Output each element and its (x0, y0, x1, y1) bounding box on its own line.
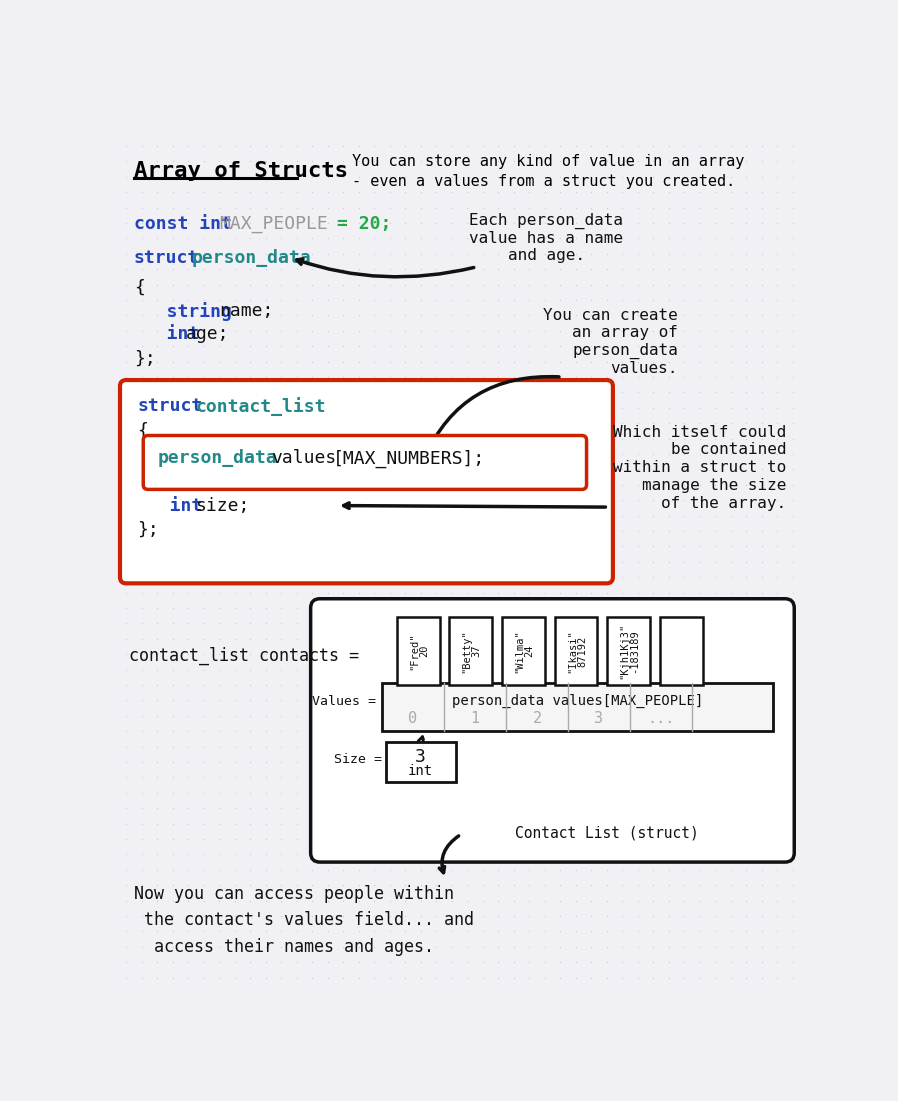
Text: 3: 3 (415, 748, 427, 766)
Text: "Fred": "Fred" (409, 632, 419, 669)
Text: Which itself could: Which itself could (613, 425, 787, 439)
Text: MAX_PEOPLE: MAX_PEOPLE (219, 216, 328, 233)
Text: age;: age; (186, 325, 229, 342)
Text: };: }; (134, 349, 155, 368)
Text: int: int (134, 325, 199, 342)
Bar (555, 618, 597, 685)
Text: Size =: Size = (334, 753, 382, 765)
Text: of the array.: of the array. (661, 495, 787, 511)
Text: values: values (271, 449, 337, 467)
Text: };: }; (137, 521, 159, 539)
Text: 37: 37 (471, 645, 481, 657)
Text: 0: 0 (409, 711, 418, 727)
Text: person_data: person_data (572, 344, 678, 359)
Text: contact_list contacts =: contact_list contacts = (129, 646, 359, 665)
Text: Now you can access people within: Now you can access people within (134, 885, 454, 903)
Text: int: int (137, 497, 202, 515)
Text: the contact's values field... and: the contact's values field... and (134, 912, 474, 929)
Text: - even a values from a struct you created.: - even a values from a struct you create… (353, 174, 735, 188)
Bar (386, 742, 455, 782)
Text: an array of: an array of (572, 326, 678, 340)
Text: and age.: and age. (507, 249, 585, 263)
Text: int: int (408, 763, 433, 777)
Bar (502, 618, 545, 685)
Text: "Wilma": "Wilma" (515, 630, 524, 673)
Text: 3: 3 (594, 711, 603, 727)
Text: Array of Structs: Array of Structs (134, 162, 348, 182)
Text: struct: struct (134, 249, 199, 268)
Text: Values =: Values = (312, 695, 375, 708)
Text: "Betty": "Betty" (462, 630, 471, 673)
Bar (660, 618, 703, 685)
Text: Contact List (struct): Contact List (struct) (515, 825, 699, 840)
Text: name;: name; (219, 302, 274, 319)
Text: "Kjh1Kj3": "Kjh1Kj3" (620, 623, 629, 679)
Text: 87192: 87192 (577, 635, 587, 667)
Text: "Ikasi": "Ikasi" (567, 630, 577, 673)
Text: ...: ... (647, 711, 674, 727)
Text: be contained: be contained (671, 443, 787, 457)
Bar (607, 618, 650, 685)
Text: 1: 1 (471, 711, 480, 727)
Bar (382, 684, 773, 731)
Text: 2: 2 (533, 711, 541, 727)
Text: person_data values[MAX_PEOPLE]: person_data values[MAX_PEOPLE] (452, 695, 703, 708)
Text: = 20;: = 20; (337, 216, 392, 233)
Text: within a struct to: within a struct to (613, 460, 787, 476)
Text: values.: values. (611, 361, 678, 375)
Text: const int: const int (134, 216, 232, 233)
Text: 20: 20 (419, 645, 429, 657)
Text: {: { (134, 279, 145, 296)
Text: -183189: -183189 (629, 630, 639, 673)
Text: access their names and ages.: access their names and ages. (134, 938, 434, 956)
Text: 24: 24 (524, 645, 534, 657)
FancyBboxPatch shape (311, 599, 794, 862)
Text: person_data: person_data (192, 249, 312, 268)
FancyBboxPatch shape (144, 436, 586, 490)
Text: person_data: person_data (157, 449, 277, 467)
Text: value has a name: value has a name (470, 231, 623, 246)
FancyBboxPatch shape (120, 380, 613, 584)
Text: struct: struct (137, 397, 202, 415)
Bar (449, 618, 492, 685)
Text: string: string (134, 302, 232, 320)
Text: size;: size; (195, 497, 250, 515)
Text: {: { (137, 422, 148, 439)
Text: You can create: You can create (543, 307, 678, 323)
Text: [MAX_NUMBERS];: [MAX_NUMBERS]; (333, 449, 486, 468)
Text: Each person_data: Each person_data (470, 212, 623, 229)
Text: You can store any kind of value in an array: You can store any kind of value in an ar… (353, 154, 744, 168)
Bar (398, 618, 440, 685)
Text: manage the size: manage the size (642, 478, 787, 493)
Text: contact_list: contact_list (195, 397, 326, 416)
